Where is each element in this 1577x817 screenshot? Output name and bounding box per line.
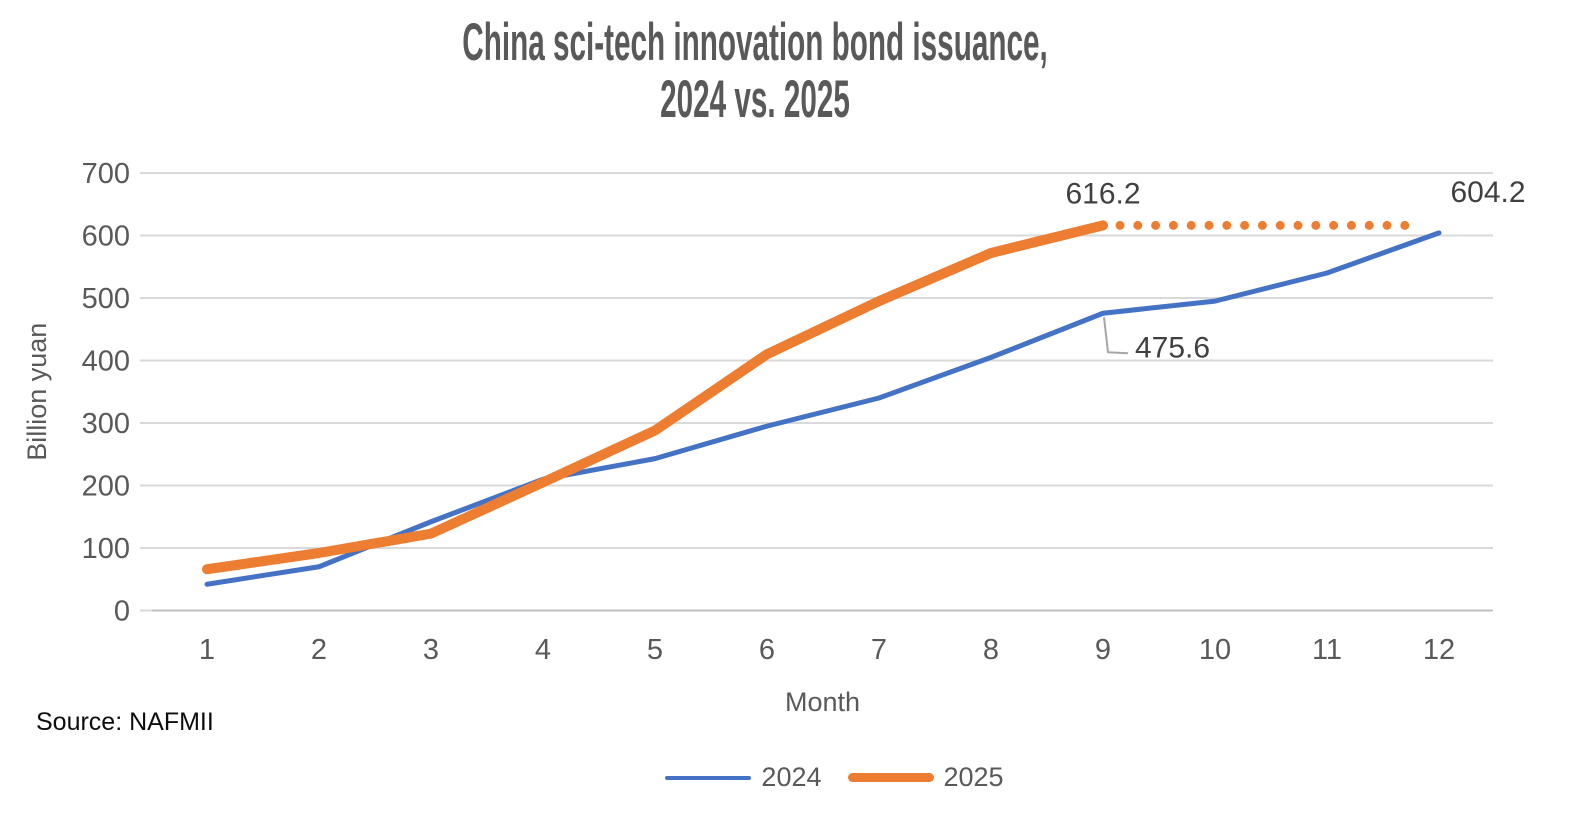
xtick-label-4: 4	[535, 634, 551, 666]
xtick-label-1: 1	[199, 634, 215, 666]
xtick-label-10: 10	[1199, 634, 1231, 666]
xtick-label-7: 7	[871, 634, 887, 666]
x-axis-title: Month	[785, 687, 860, 717]
source-note: Source: NAFMII	[36, 708, 214, 736]
chart-title-line1: China sci-tech innovation bond issuance,	[462, 13, 1048, 72]
y-axis-title: Billion yuan	[22, 323, 52, 461]
xtick-label-11: 11	[1312, 634, 1342, 666]
series-line-2024[interactable]	[204, 230, 1442, 587]
legend-item-2025[interactable]: 2025	[847, 762, 1004, 793]
ytick-label-500: 500	[82, 283, 130, 315]
xtick-label-6: 6	[759, 634, 775, 666]
series-line-2025[interactable]	[202, 220, 1108, 575]
ytick-label-400: 400	[82, 346, 130, 378]
xtick-label-8: 8	[983, 634, 999, 666]
chart-title-line2: 2024 vs. 2025	[660, 70, 850, 130]
xtick-label-12: 12	[1423, 634, 1455, 666]
legend-swatch-2025	[847, 773, 934, 782]
legend: 2024 2025	[46, 762, 1577, 793]
ytick-label-300: 300	[82, 408, 130, 440]
legend-item-2024[interactable]: 2024	[665, 762, 822, 793]
xtick-label-3: 3	[423, 634, 439, 666]
chart-title: China sci-tech innovation bond issuance,…	[0, 13, 1510, 130]
legend-swatch-2024	[665, 775, 752, 780]
ytick-label-200: 200	[82, 471, 130, 503]
legend-label-2025: 2025	[943, 762, 1004, 792]
xtick-label-5: 5	[647, 634, 663, 666]
ytick-label-600: 600	[82, 221, 130, 253]
data-label-604.2: 604.2	[1450, 176, 1525, 209]
xtick-label-2: 2	[311, 634, 327, 666]
data-label-616.2: 616.2	[1065, 177, 1140, 210]
ytick-label-0: 0	[114, 596, 130, 628]
xtick-label-9: 9	[1095, 634, 1111, 666]
ytick-label-700: 700	[82, 158, 130, 190]
ytick-label-100: 100	[82, 533, 130, 565]
data-label-475.6: 475.6	[1135, 331, 1210, 364]
legend-label-2024: 2024	[761, 762, 822, 792]
annotation-leader-475.6	[1103, 317, 1129, 355]
